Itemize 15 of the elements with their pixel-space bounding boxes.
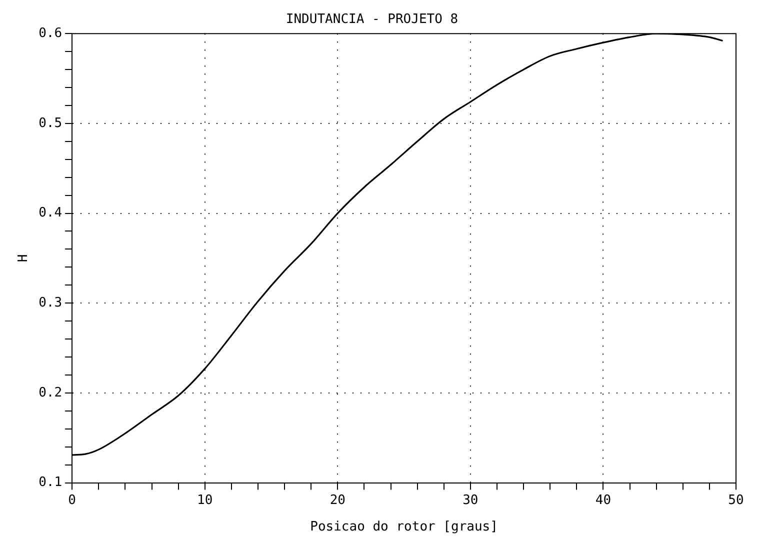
x-tick-label: 40	[595, 492, 612, 508]
x-tick-label: 20	[330, 492, 346, 508]
x-tick-label: 10	[197, 492, 213, 508]
x-tick-label: 0	[68, 492, 76, 508]
y-tick-label: 0.2	[38, 385, 62, 400]
x-tick-label: 30	[462, 492, 478, 508]
y-tick-label: 0.3	[38, 295, 62, 310]
y-tick-label: 0.1	[38, 475, 62, 490]
x-tick-label: 50	[728, 492, 744, 508]
y-tick-label: 0.6	[38, 26, 62, 41]
chart-title: INDUTANCIA - PROJETO 8	[286, 12, 458, 28]
y-tick-label: 0.4	[38, 206, 62, 221]
x-axis-title: Posicao do rotor [graus]	[310, 520, 498, 535]
y-tick-label: 0.5	[38, 116, 62, 131]
y-axis-title: H	[16, 254, 32, 262]
